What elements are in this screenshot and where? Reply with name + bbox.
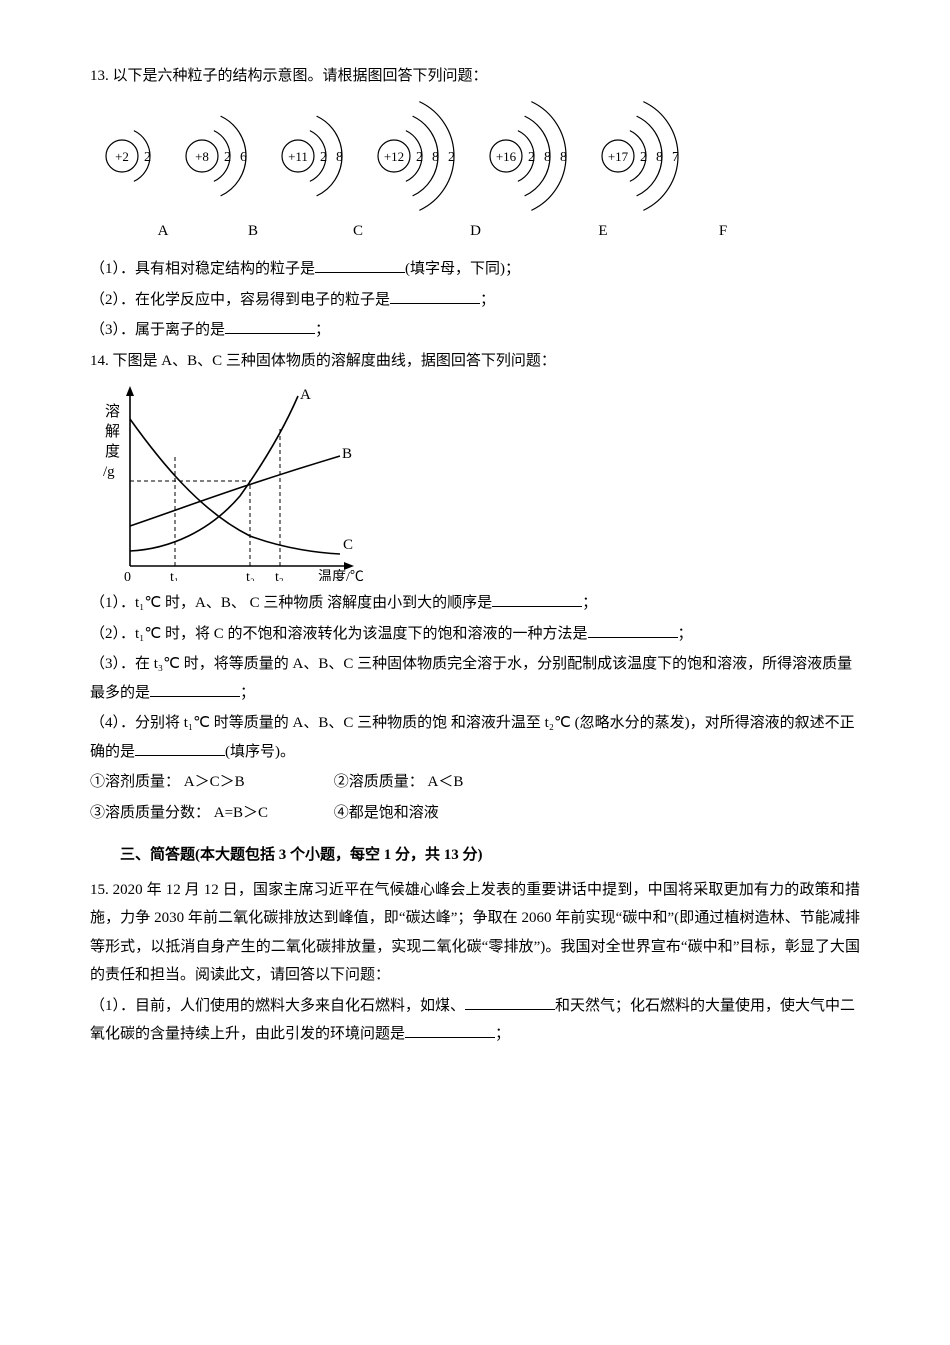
text: （1）．t₁℃ 时，A、B、 C 三种物质 溶解度由小到大的顺序是 [90, 595, 492, 611]
blank [588, 622, 678, 638]
svg-text:t₁: t₁ [170, 570, 179, 581]
option: ①溶剂质量： A＞C＞B [90, 768, 330, 797]
svg-text:8: 8 [336, 150, 343, 165]
option: ③溶质质量分数： A=B＞C [90, 799, 330, 828]
svg-text:2: 2 [448, 150, 455, 165]
blank [405, 1022, 495, 1038]
atom-labels-row: A B C D E F [90, 217, 860, 246]
q13-sub3: （3）．属于离子的是 ； [90, 316, 860, 345]
svg-text:C: C [343, 537, 353, 553]
text: （1）．具有相对稳定结构的粒子是 [90, 261, 315, 277]
q15-stem: 15. 2020 年 12 月 12 日，国家主席习近平在气候雄心峰会上发表的重… [90, 876, 860, 990]
blank [465, 994, 555, 1010]
text: （3）．属于离子的是 [90, 322, 225, 338]
blank [135, 740, 225, 756]
solubility-chart: 溶 解 度 /g 温度/℃ 0 t₁ t₂ t₃ A B C [90, 381, 860, 581]
svg-text:解: 解 [105, 423, 120, 440]
xlabel: 温度/℃ [318, 569, 364, 581]
atom-label: D [413, 217, 538, 246]
solubility-svg: 溶 解 度 /g 温度/℃ 0 t₁ t₂ t₃ A B C [90, 381, 380, 581]
atom-label: B [203, 217, 303, 246]
svg-text:/g: /g [103, 464, 115, 480]
svg-text:8: 8 [656, 150, 663, 165]
atom-label: E [538, 217, 668, 246]
svg-text:2: 2 [528, 150, 535, 165]
svg-text:+17: +17 [608, 149, 629, 164]
text: （2）．在化学反应中，容易得到电子的粒子是 [90, 292, 390, 308]
svg-text:度: 度 [105, 443, 120, 460]
atom-label: C [303, 217, 413, 246]
q14-sub4: （4）．分别将 t₁℃ 时等质量的 A、B、C 三种物质的饱 和溶液升温至 t₂… [90, 709, 860, 766]
text: ； [240, 685, 255, 701]
q13-sub2: （2）．在化学反应中，容易得到电子的粒子是 ； [90, 286, 860, 315]
q13-sub1: （1）．具有相对稳定结构的粒子是 (填字母，下同)； [90, 255, 860, 284]
q14-sub1: （1）．t₁℃ 时，A、B、 C 三种物质 溶解度由小到大的顺序是 ； [90, 589, 860, 618]
svg-text:8: 8 [560, 150, 567, 165]
text: (填字母，下同)； [405, 261, 520, 277]
blank [390, 288, 480, 304]
atom-structures-svg: +22+826+1128+12282+16288+17287 [90, 101, 790, 211]
atom-label: A [123, 217, 203, 246]
svg-text:0: 0 [124, 570, 131, 581]
svg-text:7: 7 [672, 150, 679, 165]
svg-text:t₃: t₃ [275, 570, 284, 581]
blank [315, 257, 405, 273]
svg-text:+16: +16 [496, 149, 517, 164]
q14-stem: 14. 下图是 A、B、C 三种固体物质的溶解度曲线，据图回答下列问题： [90, 347, 860, 376]
svg-text:2: 2 [224, 150, 231, 165]
svg-text:2: 2 [144, 150, 151, 165]
text: ； [495, 1026, 510, 1042]
section-3-title: 三、简答题(本大题包括 3 个小题，每空 1 分，共 13 分) [90, 841, 860, 870]
svg-text:8: 8 [544, 150, 551, 165]
svg-text:2: 2 [320, 150, 327, 165]
svg-text:+12: +12 [384, 149, 404, 164]
q14-opts-2: ③溶质质量分数： A=B＞C ④都是饱和溶液 [90, 799, 860, 828]
svg-text:A: A [300, 387, 311, 403]
option: ④都是饱和溶液 [334, 799, 574, 828]
q15-sub1: （1）．目前，人们使用的燃料大多来自化石燃料，如煤、和天然气；化石燃料的大量使用… [90, 992, 860, 1049]
blank [492, 591, 582, 607]
q14-sub2: （2）．t₁℃ 时，将 C 的不饱和溶液转化为该温度下的饱和溶液的一种方法是 ； [90, 620, 860, 649]
atom-diagram-row: +22+826+1128+12282+16288+17287 [90, 101, 860, 211]
atom-label: F [668, 217, 778, 246]
svg-text:t₂: t₂ [246, 570, 255, 581]
svg-text:2: 2 [640, 150, 647, 165]
q14-sub3: （3）．在 t₃℃ 时，将等质量的 A、B、C 三种固体物质完全溶于水，分别配制… [90, 650, 860, 707]
text: ； [678, 626, 693, 642]
ylabel: 溶 [105, 403, 120, 420]
text: (填序号)。 [225, 744, 295, 760]
svg-text:8: 8 [432, 150, 439, 165]
svg-text:B: B [342, 446, 352, 462]
blank [150, 681, 240, 697]
q13-stem: 13. 以下是六种粒子的结构示意图。请根据图回答下列问题： [90, 62, 860, 91]
q14-opts-1: ①溶剂质量： A＞C＞B ②溶质质量： A＜B [90, 768, 860, 797]
svg-text:2: 2 [416, 150, 423, 165]
text: （1）．目前，人们使用的燃料大多来自化石燃料，如煤、 [90, 998, 465, 1014]
text: （2）．t₁℃ 时，将 C 的不饱和溶液转化为该温度下的饱和溶液的一种方法是 [90, 626, 588, 642]
svg-text:+8: +8 [195, 149, 209, 164]
svg-text:+2: +2 [115, 149, 129, 164]
svg-text:6: 6 [240, 150, 247, 165]
text: ； [480, 292, 495, 308]
option: ②溶质质量： A＜B [334, 768, 574, 797]
blank [225, 318, 315, 334]
text: ； [582, 595, 597, 611]
svg-text:+11: +11 [288, 149, 308, 164]
text: ； [315, 322, 330, 338]
